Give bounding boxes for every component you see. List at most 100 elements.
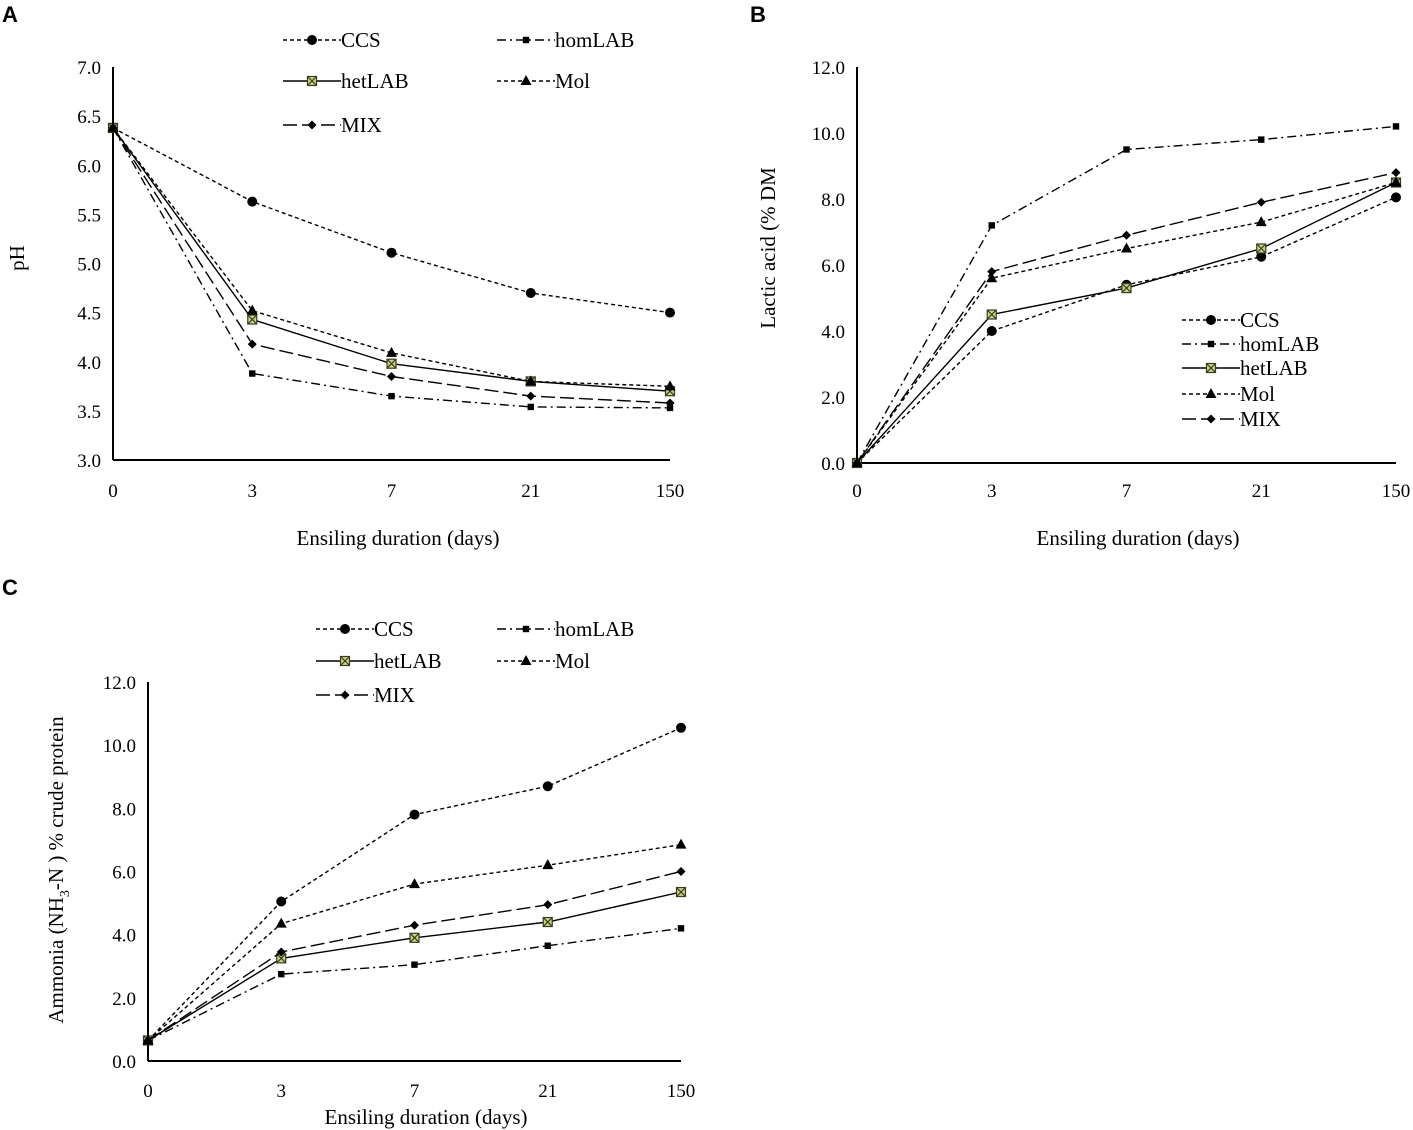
panel-c-legend-ccs-marker [340, 624, 350, 634]
panel-c-series-homlab-point-150 [677, 925, 685, 932]
panel-c-legend-mix: MIX [316, 683, 415, 707]
panel-b-series-mix-point-0 [852, 458, 862, 468]
panel-a-y-tick-5-0: 5.0 [77, 255, 101, 276]
panel-a-series-mix-point-150 [665, 398, 675, 408]
panel-a-y-tick-4-0: 4.0 [77, 353, 101, 374]
panel-a-y-tick-5-5: 5.5 [77, 205, 101, 226]
panel-a-series-homlab-point-7 [388, 392, 395, 400]
panel-b-x-tick-21: 21 [1252, 481, 1271, 502]
panel-b-legend-hetlab-marker-cross [1206, 363, 1216, 373]
panel-a-x-tick-0: 0 [108, 481, 118, 502]
panel-b-series-hetlab-point-3 [986, 309, 997, 320]
panel-a-x-axis-title: Ensiling duration (days) [297, 526, 500, 550]
panel-c-series-mix-point-7 [410, 920, 419, 930]
panel-b-series-mix-line [856, 171, 1397, 464]
panel-a-legend-homlab-label: homLAB [555, 28, 634, 52]
panel-a-legend-mol: Mol [497, 69, 590, 93]
panel-b-series-homlab-line [856, 125, 1397, 464]
panel-a-series-homlab-point-21 [527, 403, 534, 411]
panel-c-series-mix-point-21 [543, 900, 553, 910]
panel-a-series-mol-line [112, 127, 671, 387]
panel-a-series-ccs [108, 122, 675, 318]
panel-a-chart: A 3.0 3.5 4.0 4.5 5.0 5.5 6.0 6.5 7.0 0 3 7 21 150 Ens… [2, 2, 684, 550]
panel-b-series-homlab-point-150 [1392, 123, 1400, 130]
panel-a-series-mix-point-0 [108, 123, 118, 133]
panel-c-y-tick-10-0: 10.0 [103, 736, 136, 757]
panel-c-legend-hetlab-label: hetLAB [374, 649, 442, 673]
panel-a-legend-ccs-marker [307, 35, 317, 45]
panel-a-series-hetlab-point-3 [247, 314, 258, 325]
panel-b-series-mix-point-150 [1391, 168, 1401, 178]
panel-b-y-tick-12-0: 12.0 [812, 58, 845, 79]
panel-a-series-ccs-point-21 [525, 287, 536, 298]
panel-b-legend-hetlab-label: hetLAB [1240, 356, 1308, 380]
panel-b-series-mol-point-3 [986, 272, 998, 283]
panel-b-legend-mol-label: Mol [1240, 382, 1275, 406]
panel-b-legend-ccs-label: CCS [1240, 308, 1280, 332]
panel-a-series-mol-point-3 [246, 304, 258, 315]
panel-c-series-hetlab-point-150 [675, 886, 687, 898]
panel-a-series-homlab-point-150 [666, 404, 674, 412]
panel-a-series-mix [108, 123, 675, 408]
panel-c-series-mix-point-0 [143, 1035, 153, 1045]
panel-b-legend-mix-marker [1206, 414, 1216, 424]
panel-b-series-mol-point-150 [1390, 176, 1402, 187]
panel-c-legend-hetlab: hetLAB [316, 649, 442, 673]
panel-letter-b: B [750, 2, 766, 27]
panel-c-series-mix-point-150 [676, 867, 686, 876]
panel-c-legend-mol-marker [520, 655, 532, 665]
panel-c-legend-homlab: homLAB [497, 617, 634, 641]
panel-a-x-tick-21: 21 [521, 481, 540, 502]
panel-c-series-ccs-point-21 [542, 781, 553, 792]
panel-c-y-tick-12-0: 12.0 [103, 673, 136, 694]
panel-a-legend-homlab-marker [522, 36, 530, 44]
panel-c-y-axis-title-sub: 3 [58, 890, 73, 897]
panel-b-series-mol-point-21 [1255, 216, 1267, 227]
panel-c-y-tick-0-0: 0.0 [112, 1052, 136, 1073]
panel-b-series-hetlab-line [856, 181, 1397, 464]
panel-b-y-tick-4-0: 4.0 [821, 322, 845, 343]
panel-c-x-tick-3: 3 [277, 1081, 287, 1102]
panel-a-series-mix-point-3 [247, 339, 257, 349]
panel-a-legend-mix-label: MIX [341, 113, 382, 137]
panel-b-x-tick-7: 7 [1122, 481, 1132, 502]
panel-a-y-tick-3-0: 3.0 [77, 451, 101, 472]
panel-a-legend-mix-marker [307, 120, 317, 130]
panel-b-series-hetlab-point-3-cross [986, 309, 997, 320]
panel-c-series-mix-line [147, 870, 682, 1042]
panel-c-series-ccs-point-3 [276, 896, 287, 907]
panel-a-legend-mix: MIX [283, 113, 382, 137]
panel-b-legend-ccs-marker [1206, 315, 1216, 325]
panel-c-series-ccs-point-7 [409, 809, 420, 820]
panel-c-legend-mix-marker [340, 690, 350, 700]
panel-c-series-mol-point-7 [409, 878, 420, 889]
panel-a-legend-homlab: homLAB [497, 28, 634, 52]
panel-b-legend-ccs: CCS [1182, 308, 1280, 332]
panel-a-series-ccs-point-7 [386, 247, 397, 258]
panel-a-x-tick-150: 150 [656, 481, 685, 502]
panel-c-series-homlab [144, 925, 685, 1044]
panel-c-legend-ccs: CCS [316, 617, 414, 641]
panel-b-series-mix-point-3 [987, 267, 997, 277]
panel-a-y-tick-3-5: 3.5 [77, 402, 101, 423]
panel-c-chart: C 0.0 2.0 4.0 6.0 8.0 10.0 12.0 0 3 7 21 150 Ensilin… [2, 575, 695, 1129]
panel-c-legend-ccs-label: CCS [374, 617, 414, 641]
panel-c-legend-mol-label: Mol [555, 649, 590, 673]
panel-b-legend-mix-label: MIX [1240, 407, 1281, 431]
panel-c-legend: CCS homLAB hetLAB Mol MIX [316, 617, 634, 707]
panel-b-y-tick-10-0: 10.0 [812, 124, 845, 145]
panel-c-x-tick-0: 0 [143, 1081, 153, 1102]
panel-b-legend-mol: Mol [1182, 382, 1275, 406]
panel-b-legend-mix: MIX [1182, 407, 1281, 431]
panel-b-series-hetlab-point-7-cross [1121, 283, 1132, 294]
panel-a-y-tick-6-0: 6.0 [77, 156, 101, 177]
panel-c-series-hetlab-point-3-cross [276, 953, 287, 964]
panel-c-series-ccs-point-150 [676, 722, 686, 733]
panel-a-legend-hetlab-marker-cross [307, 76, 317, 86]
panel-a-legend-hetlab-label: hetLAB [341, 69, 409, 93]
panel-b-series-ccs-point-21 [1256, 251, 1267, 262]
panel-b-y-axis-title: Lactic acid (% DM [756, 167, 780, 329]
panel-c-y-axis-title-rest: -N ) % crude protein [44, 716, 68, 890]
panel-b-series-hetlab-point-21-cross [1256, 243, 1267, 254]
